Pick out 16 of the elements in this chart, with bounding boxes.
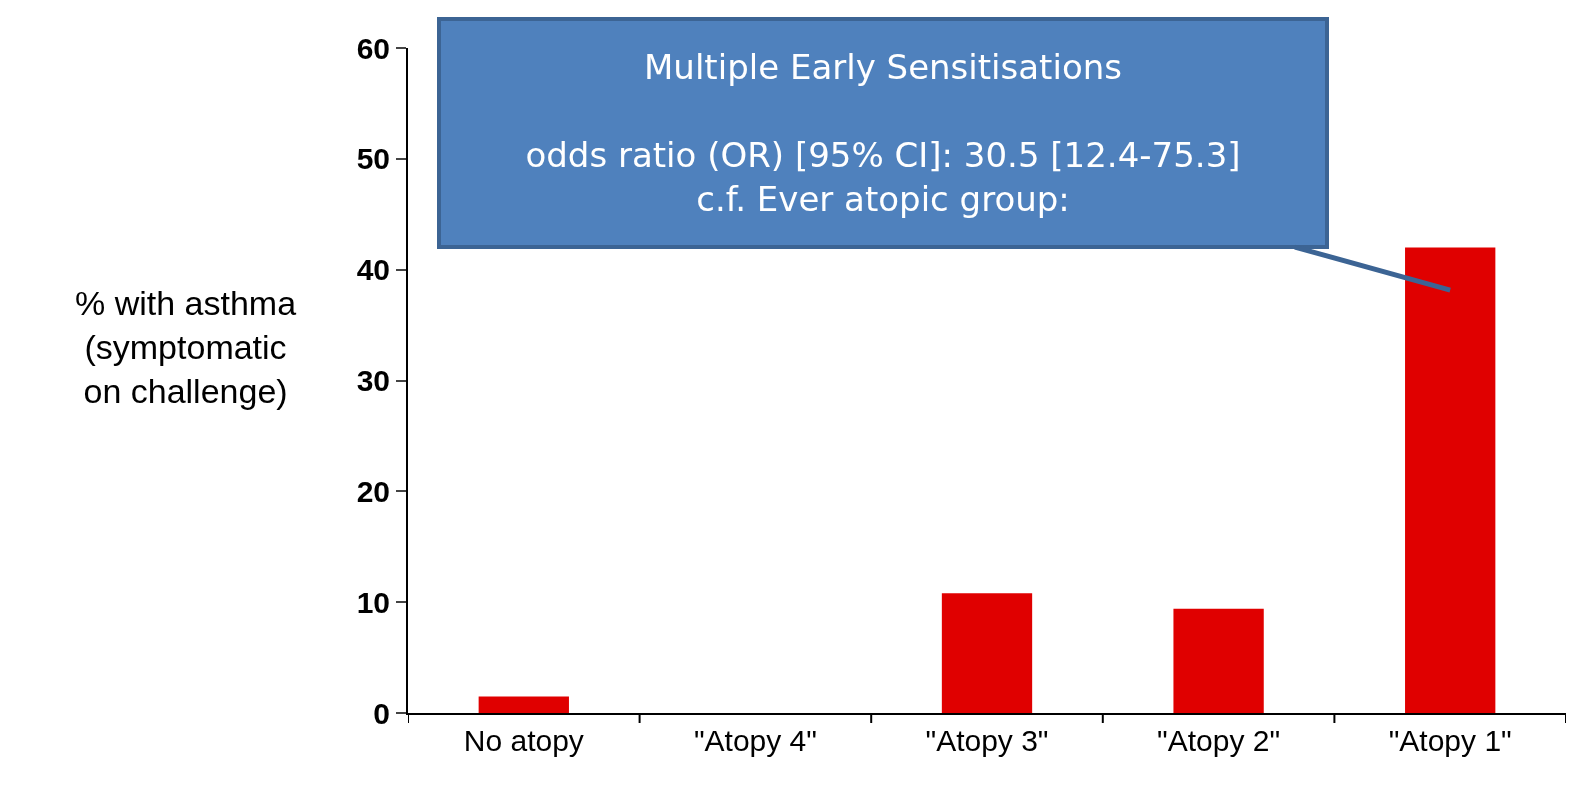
bar xyxy=(478,696,569,713)
x-tick-label: No atopy xyxy=(463,724,584,757)
bar xyxy=(941,593,1033,713)
x-tick-label: "Atopy 4" xyxy=(693,724,817,757)
y-tick-label: 30 xyxy=(356,364,390,397)
x-tick-label: "Atopy 2" xyxy=(1157,724,1281,757)
y-tick-label: 60 xyxy=(356,31,390,65)
y-tick-label: 0 xyxy=(373,696,390,730)
y-tick-label: 40 xyxy=(356,253,390,287)
bar xyxy=(1173,608,1264,713)
y-tick-label: 20 xyxy=(356,474,390,508)
x-tick-label: "Atopy 1" xyxy=(1388,724,1512,757)
y-tick-label: 50 xyxy=(356,142,390,176)
x-tick-label: "Atopy 3" xyxy=(925,724,1049,757)
y-axis-title: % with asthma (symptomatic on challenge) xyxy=(75,284,297,411)
y-tick-label: 10 xyxy=(356,585,390,619)
